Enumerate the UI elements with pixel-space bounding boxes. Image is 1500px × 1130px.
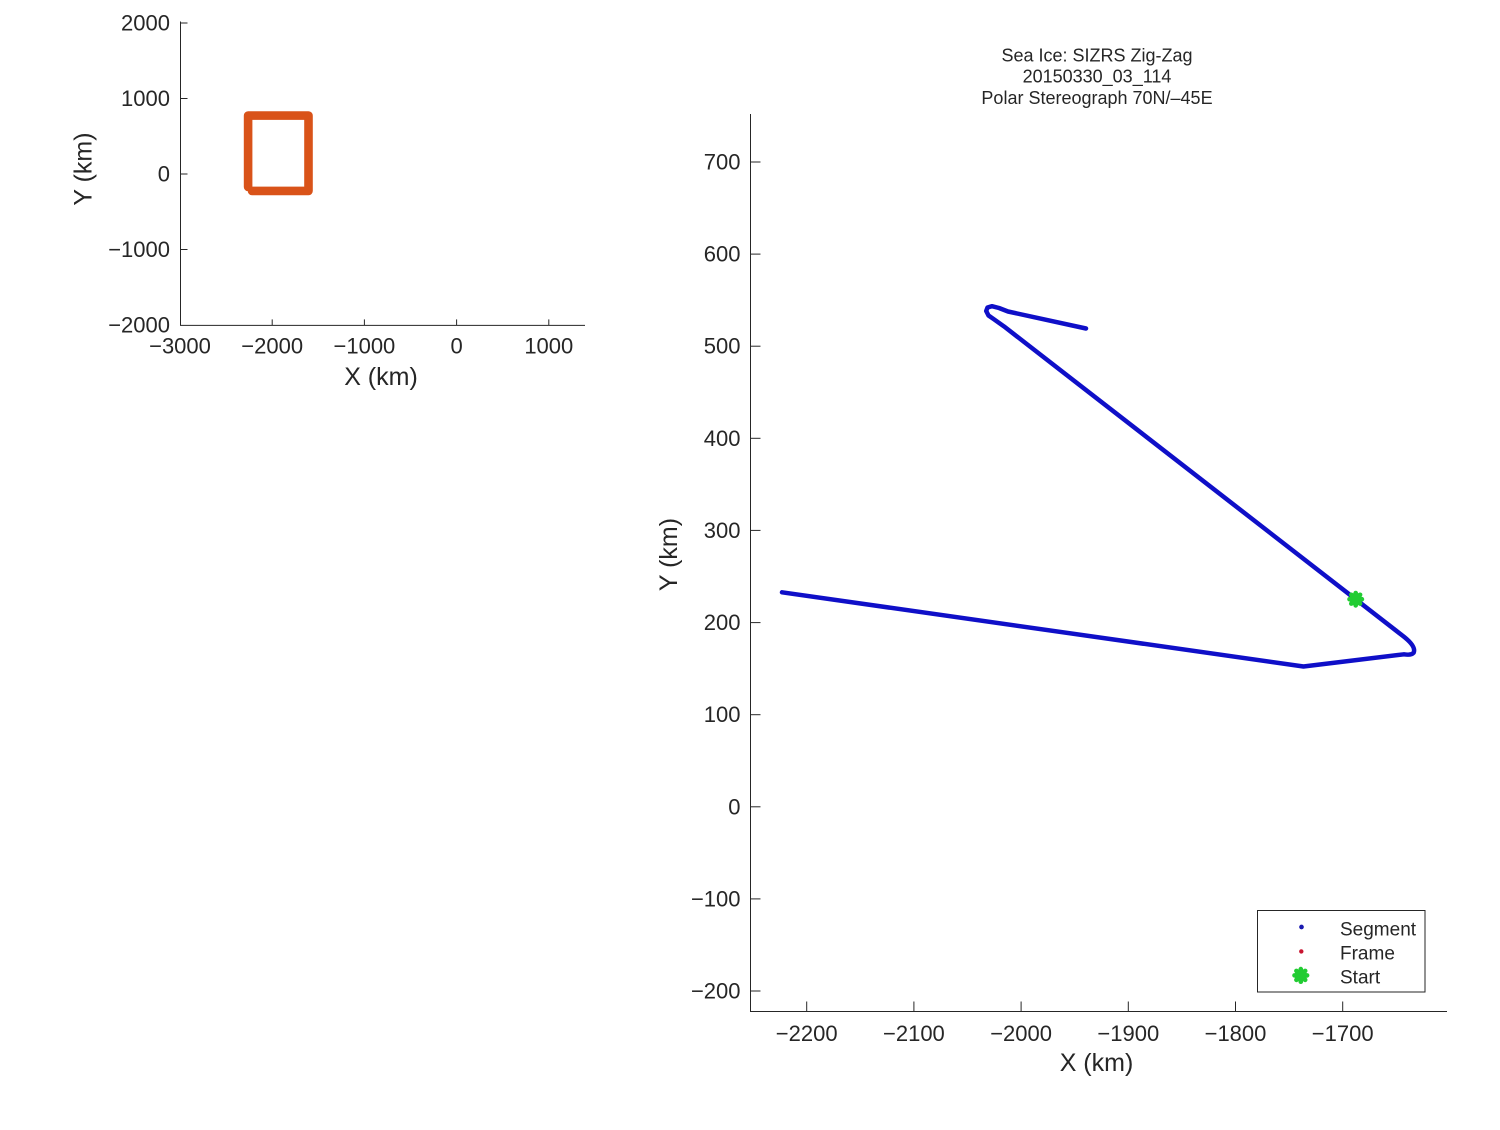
svg-text:0: 0 — [158, 162, 170, 187]
svg-text:Polar Stereograph 70N/–45E: Polar Stereograph 70N/–45E — [981, 88, 1212, 108]
svg-text:−1000: −1000 — [334, 334, 396, 359]
svg-text:−2000: −2000 — [241, 334, 303, 359]
svg-text:100: 100 — [704, 702, 741, 727]
svg-text:Y (km): Y (km) — [70, 132, 98, 205]
svg-text:300: 300 — [704, 518, 741, 543]
svg-text:20150330_03_114: 20150330_03_114 — [1023, 67, 1172, 88]
svg-text:200: 200 — [704, 610, 741, 635]
svg-text:−1900: −1900 — [1097, 1021, 1159, 1046]
svg-text:2000: 2000 — [121, 11, 170, 36]
svg-text:Segment: Segment — [1340, 919, 1417, 940]
svg-text:−3000: −3000 — [149, 334, 211, 359]
svg-text:−2100: −2100 — [883, 1021, 945, 1046]
svg-text:−2200: −2200 — [776, 1021, 838, 1046]
svg-text:Y (km): Y (km) — [655, 518, 683, 591]
svg-text:Sea Ice: SIZRS Zig-Zag: Sea Ice: SIZRS Zig-Zag — [1001, 45, 1192, 65]
svg-text:1000: 1000 — [524, 334, 573, 359]
svg-text:500: 500 — [704, 334, 741, 359]
svg-text:X (km): X (km) — [1060, 1049, 1134, 1077]
svg-text:−200: −200 — [691, 979, 741, 1004]
svg-text:0: 0 — [728, 794, 740, 819]
svg-text:X (km): X (km) — [344, 363, 418, 391]
svg-text:700: 700 — [704, 150, 741, 175]
svg-text:400: 400 — [704, 426, 741, 451]
svg-text:600: 600 — [704, 242, 741, 267]
svg-text:1000: 1000 — [121, 86, 170, 111]
svg-text:Start: Start — [1340, 968, 1381, 989]
svg-text:−1000: −1000 — [108, 237, 170, 262]
svg-text:0: 0 — [450, 334, 462, 359]
svg-text:Frame: Frame — [1340, 943, 1395, 964]
svg-text:−100: −100 — [691, 886, 741, 911]
svg-text:−2000: −2000 — [990, 1021, 1052, 1046]
svg-text:−1800: −1800 — [1205, 1021, 1267, 1046]
svg-text:−2000: −2000 — [108, 313, 170, 338]
svg-text:−1700: −1700 — [1312, 1021, 1374, 1046]
